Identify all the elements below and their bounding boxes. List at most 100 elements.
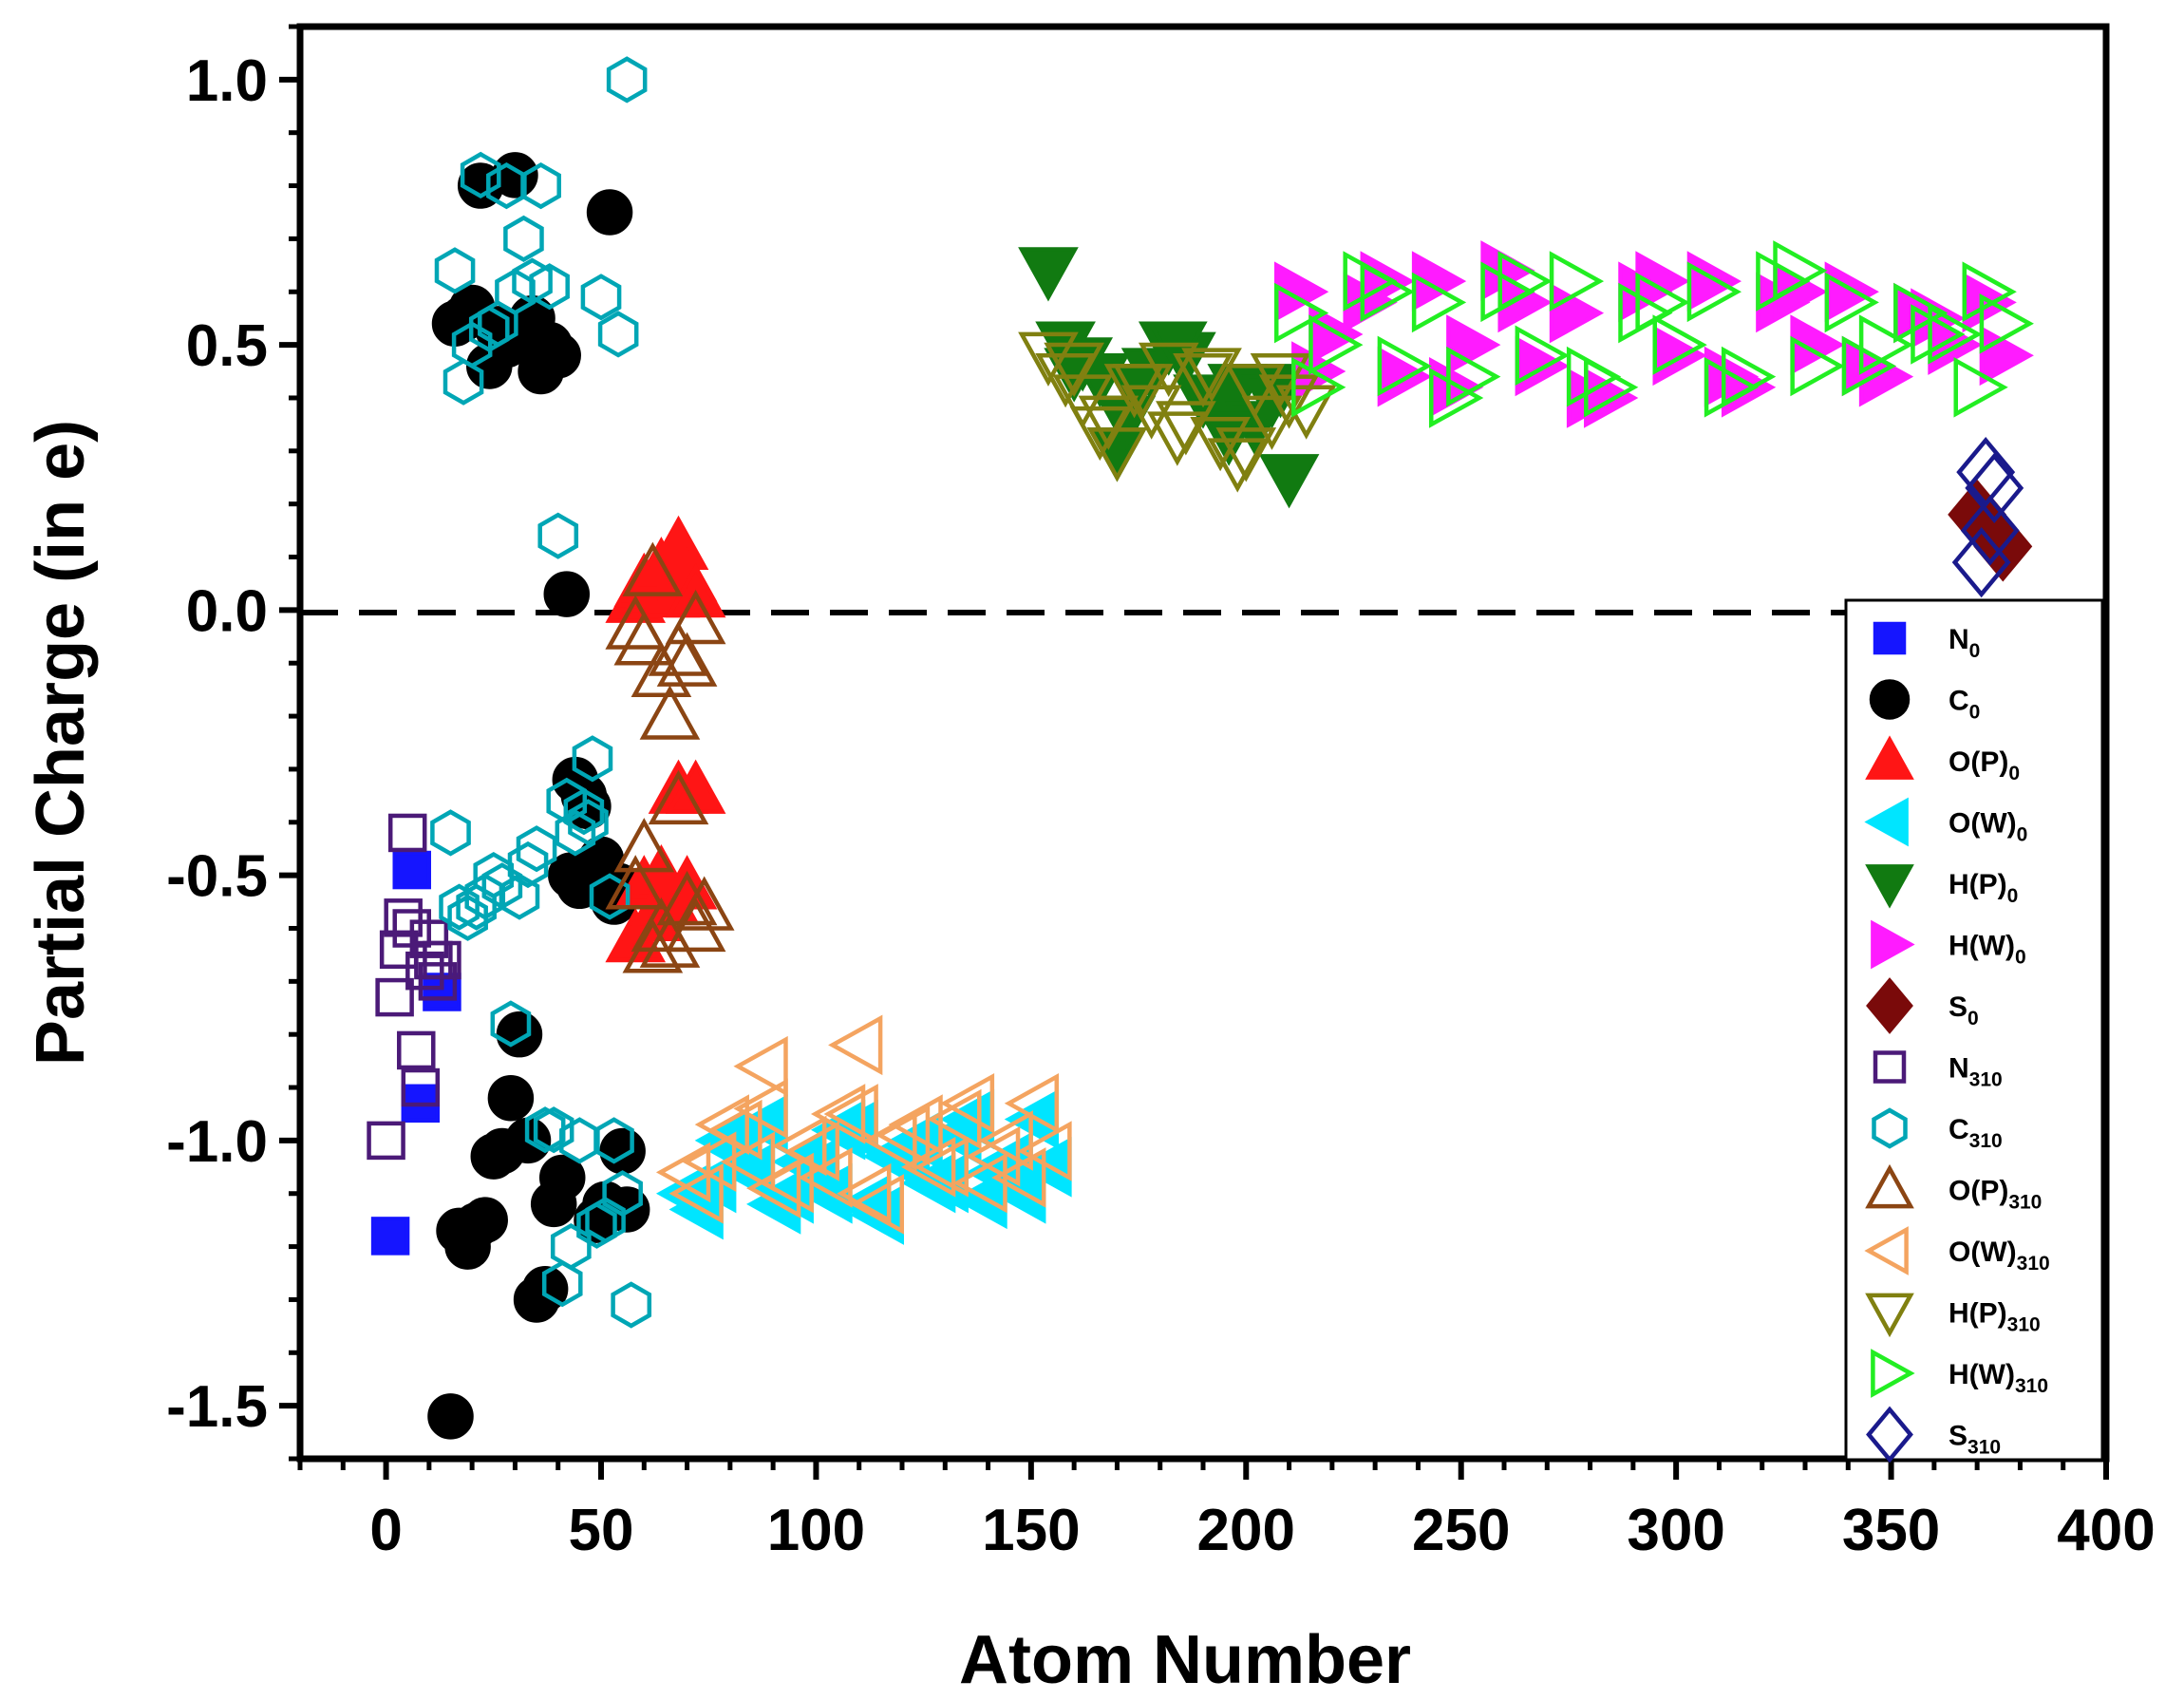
op310-point [631, 642, 692, 698]
ow310-point [965, 1125, 1021, 1187]
c0-point [487, 1074, 535, 1122]
ow310-point [746, 1158, 801, 1218]
c310-point [597, 311, 639, 358]
hw310-point [1377, 335, 1432, 397]
hp310-point [1190, 416, 1251, 472]
n310-point [401, 1067, 441, 1107]
x-tick-label: 200 [1197, 1498, 1295, 1563]
legend-marker-ow0 [1864, 797, 1909, 847]
legend-label-n310: N310 [1949, 1053, 2003, 1091]
hw310-point [1841, 335, 1897, 397]
hw310-point [1704, 356, 1760, 418]
c310-point [585, 1197, 626, 1244]
op310-point [605, 855, 667, 910]
ow310-point [668, 1162, 724, 1224]
c310-point [516, 825, 557, 873]
op0-point [665, 759, 726, 814]
c0-point [538, 1154, 586, 1201]
legend-marker-op0 [1865, 735, 1914, 780]
legend-label-main: O(W) [1949, 808, 2017, 840]
c0-point [586, 189, 633, 236]
y-tick-label: 0.5 [186, 313, 268, 379]
n310-point [418, 962, 458, 1001]
n310-point [423, 940, 461, 980]
hp310-point [1147, 411, 1208, 466]
ow310-point [828, 1014, 883, 1076]
hw310-point [1928, 304, 1983, 365]
c310-point [550, 1223, 592, 1271]
ow310-point [1004, 1072, 1060, 1134]
c310-point [503, 215, 544, 262]
y-tick-label: -0.5 [166, 844, 268, 910]
op310-point [656, 632, 718, 687]
c310-point [529, 263, 570, 311]
hp310-point [1044, 342, 1104, 398]
hp310-point [1207, 438, 1269, 493]
axis-ticks: 0 50 100 150 200 250 300 350 400 -1.5 -1.0 -0.5 0.0 0… [166, 24, 2156, 1563]
ow310-point [733, 1078, 788, 1140]
legend-label-subscript: 0 [2007, 885, 2019, 907]
n0-point [370, 1217, 410, 1256]
legend-label-main: H(W) [1949, 931, 2015, 962]
legend-marker-c0 [1869, 679, 1911, 720]
op310-point [656, 870, 718, 926]
op310-point [665, 589, 726, 645]
c310-point [499, 873, 540, 920]
legend-marker-n310 [1873, 1050, 1907, 1084]
ow310-point [772, 1115, 827, 1177]
legend-marker-s0 [1866, 977, 1913, 1034]
x-tick-label: 250 [1412, 1498, 1510, 1563]
hw310-point [1893, 282, 1949, 344]
c310-point [580, 274, 622, 321]
c310-point [451, 321, 493, 368]
legend-label-c310: C310 [1949, 1114, 2003, 1152]
c310-point [563, 788, 605, 836]
x-tick-label: 100 [767, 1498, 865, 1563]
legend-label-subscript: 310 [1969, 1069, 2003, 1091]
c310-point [559, 1117, 600, 1164]
legend-label-op310: O(P)310 [1949, 1176, 2042, 1214]
legend: N0C0O(P)0O(W)0H(P)0H(W)0S0N310C310O(P)31… [1844, 598, 2104, 1464]
op310-point [613, 818, 675, 873]
legend-marker-hp310 [1865, 1293, 1914, 1338]
hp310-point [1173, 352, 1233, 408]
hw310-point [1962, 261, 2017, 323]
legend-label-hw0: H(W)0 [1949, 931, 2026, 969]
x-tick-label: 400 [2057, 1498, 2155, 1563]
op310-point [622, 541, 684, 596]
hw310-point [1790, 335, 1845, 397]
hw310-point [1291, 356, 1346, 418]
c0-point [496, 1011, 543, 1058]
n310-point [397, 1030, 436, 1070]
legend-label-main: O(P) [1949, 746, 2008, 778]
hw310-point [1309, 314, 1364, 375]
c310-point [447, 894, 488, 941]
op310-point [639, 685, 701, 740]
hp0-point [1018, 247, 1079, 302]
hw310-point [1686, 261, 1742, 323]
ow310-point [939, 1072, 995, 1134]
ow310-point [720, 1131, 776, 1193]
hp310-point [1112, 364, 1174, 419]
legend-label-subscript: 0 [2017, 824, 2028, 846]
ow310-point [875, 1105, 931, 1166]
legend-label-main: N [1949, 624, 1969, 655]
hw310-point [1858, 314, 1914, 375]
ow310-point [849, 1174, 905, 1235]
n310-point [387, 813, 427, 853]
legend-label-subscript: 310 [1969, 1130, 2003, 1152]
legend-label-subscript: 310 [2007, 1314, 2041, 1336]
legend-box [1844, 598, 2104, 1462]
c310-point [460, 151, 501, 198]
y-tick-label: -1.5 [166, 1374, 268, 1440]
hp310-point [1258, 374, 1320, 429]
ow310-point [978, 1110, 1033, 1171]
y-tick-label: 1.0 [186, 48, 268, 114]
hw0-point [1686, 251, 1742, 312]
hp310-point [1078, 395, 1139, 450]
legend-marker-s310 [1866, 1406, 1913, 1464]
c310-point [507, 841, 549, 889]
ow310-point [952, 1152, 1007, 1214]
op310-point [673, 876, 735, 931]
ow310-point [798, 1147, 853, 1208]
